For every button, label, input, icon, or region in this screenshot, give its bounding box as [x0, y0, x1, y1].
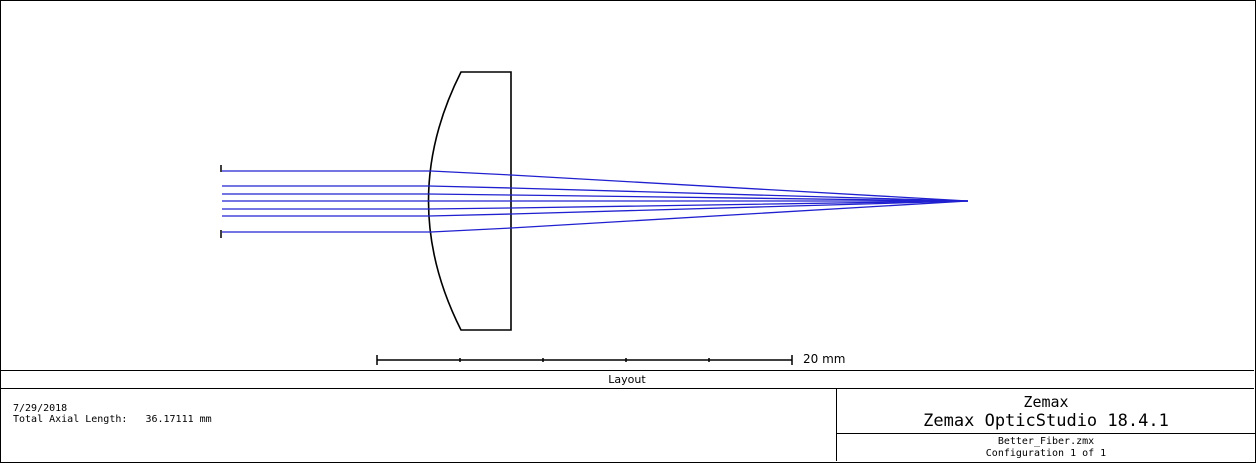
- ray: [222, 200, 969, 233]
- title-block-header: Zemax Zemax OpticStudio 18.4.1: [837, 388, 1255, 434]
- lens-element: [427, 71, 512, 331]
- product-name: Zemax OpticStudio 18.4.1: [923, 411, 1169, 431]
- plot-info: 7/29/2018 Total Axial Length: 36.17111 m…: [13, 403, 212, 425]
- ray: [222, 200, 969, 210]
- axial-length-line: Total Axial Length: 36.17111 mm: [13, 414, 212, 425]
- plot-date: 7/29/2018: [13, 403, 68, 414]
- scale-bar-label: 20 mm: [803, 352, 846, 366]
- layout-drawing: [220, 71, 969, 365]
- company-name: Zemax: [1023, 393, 1069, 411]
- ray: [222, 185, 969, 202]
- axial-length-label: Total Axial Length:: [13, 414, 128, 425]
- ray: [222, 170, 969, 202]
- configuration-label: Configuration 1 of 1: [985, 448, 1107, 459]
- title-block: Zemax Zemax OpticStudio 18.4.1 Better_Fi…: [836, 388, 1255, 461]
- ray: [222, 200, 969, 217]
- plot-caption: Layout: [0, 370, 1254, 389]
- scale-bar: [376, 355, 793, 365]
- file-name: Better_Fiber.zmx: [997, 436, 1095, 447]
- ray: [222, 193, 969, 202]
- axial-length-value: 36.17111 mm: [145, 414, 212, 425]
- layout-plot-area: 20 mm: [220, 71, 969, 366]
- title-block-footer: Better_Fiber.zmx Configuration 1 of 1: [837, 434, 1255, 463]
- ray-fan: [222, 170, 969, 233]
